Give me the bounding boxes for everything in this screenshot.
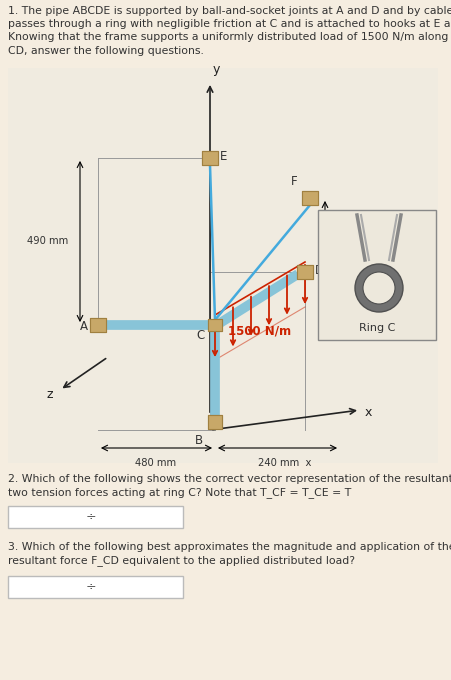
Text: 1. The pipe ABCDE is supported by ball-and-socket joints at A and D and by cable: 1. The pipe ABCDE is supported by ball-a…: [8, 6, 451, 56]
Text: x: x: [365, 405, 373, 418]
Text: A: A: [80, 320, 88, 333]
Text: y: y: [213, 63, 221, 76]
Bar: [302, 191, 318, 205]
Text: Ring C: Ring C: [359, 323, 395, 333]
Bar: [297, 265, 313, 279]
Bar: [208, 415, 222, 429]
Bar: [208, 415, 222, 429]
Text: 480 mm: 480 mm: [135, 458, 176, 468]
Bar: [318, 210, 436, 340]
Bar: [202, 151, 218, 165]
Bar: [90, 318, 106, 332]
Text: C: C: [197, 329, 205, 342]
Bar: [302, 191, 318, 205]
Text: 3. Which of the following best approximates the magnitude and application of the: 3. Which of the following best approxima…: [8, 542, 451, 566]
Text: ÷: ÷: [86, 581, 97, 594]
Text: B: B: [195, 434, 203, 447]
Bar: [208, 319, 222, 331]
Text: 240 mm  x: 240 mm x: [258, 458, 312, 468]
Bar: [8, 506, 183, 528]
Bar: [8, 576, 183, 598]
Text: 2. Which of the following shows the correct vector representation of the resulta: 2. Which of the following shows the corr…: [8, 474, 451, 498]
Text: 180 mm: 180 mm: [330, 230, 371, 240]
Bar: [8, 68, 438, 463]
Text: 490 mm: 490 mm: [27, 236, 68, 246]
Text: z: z: [47, 388, 53, 401]
Text: F: F: [291, 175, 298, 188]
Text: 160 mm: 160 mm: [330, 301, 371, 311]
Circle shape: [363, 272, 395, 304]
Bar: [90, 318, 106, 332]
Text: E: E: [220, 150, 227, 163]
Text: 1500 N/m: 1500 N/m: [229, 324, 291, 337]
Circle shape: [355, 264, 403, 312]
Text: ÷: ÷: [86, 511, 97, 524]
Text: D: D: [315, 263, 324, 277]
Bar: [297, 265, 313, 279]
Bar: [202, 151, 218, 165]
Bar: [208, 319, 222, 331]
